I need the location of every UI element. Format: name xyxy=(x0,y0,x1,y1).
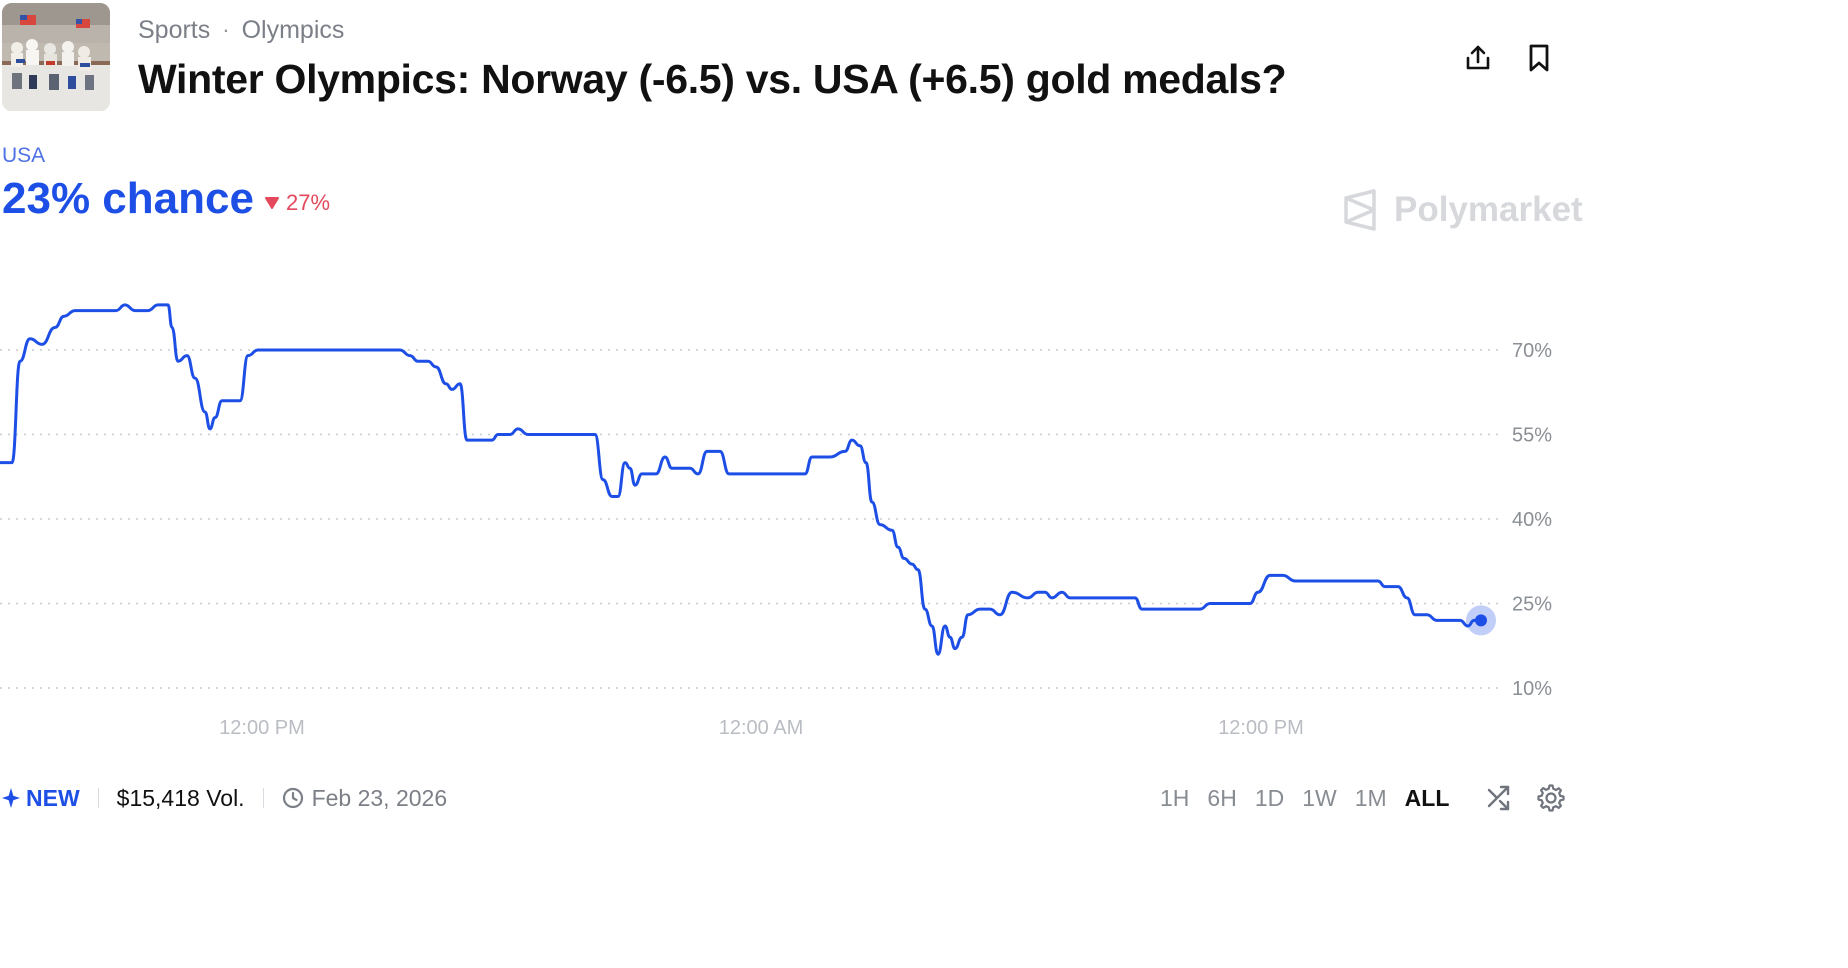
range-1d[interactable]: 1D xyxy=(1254,784,1285,811)
y-tick-label: 10% xyxy=(1512,678,1552,700)
shuffle-icon xyxy=(1487,785,1510,811)
breadcrumb-item-sports[interactable]: Sports xyxy=(138,15,211,44)
chance-value: 23% chance xyxy=(2,174,254,223)
range-1w[interactable]: 1W xyxy=(1302,784,1337,811)
end-date: Feb 23, 2026 xyxy=(282,784,448,812)
new-badge: NEW xyxy=(2,785,80,812)
down-triangle-icon xyxy=(265,197,279,209)
breadcrumb-item-olympics[interactable]: Olympics xyxy=(241,15,345,44)
olympic-hockey-celebration-photo xyxy=(2,3,110,111)
breadcrumb-separator: · xyxy=(222,17,230,42)
footer-divider xyxy=(97,788,99,808)
latest-point-marker xyxy=(1475,614,1487,627)
series-line xyxy=(0,303,1483,656)
chart-series xyxy=(0,303,1496,656)
bookmark-icon xyxy=(1529,44,1549,72)
new-label: NEW xyxy=(26,784,80,811)
y-tick-label: 25% xyxy=(1512,594,1552,616)
share-icon xyxy=(1466,45,1490,70)
y-tick-label: 55% xyxy=(1512,425,1552,447)
range-all[interactable]: ALL xyxy=(1404,784,1450,811)
footer-divider xyxy=(262,788,264,808)
brand-watermark: Polymarket xyxy=(1342,188,1583,232)
market-thumbnail xyxy=(2,3,110,111)
gear-icon xyxy=(1537,784,1565,812)
brand-name: Polymarket xyxy=(1394,190,1583,229)
chart-y-ticks: 70% 55% 40% 25% 10% xyxy=(1512,340,1552,700)
range-1m[interactable]: 1M xyxy=(1354,784,1387,811)
y-tick-label: 40% xyxy=(1512,509,1552,531)
price-chart[interactable]: 70% 55% 40% 25% 10% 12:00 PM 12:00 AM 12:00 PM xyxy=(0,250,1848,750)
chart-svg: 70% 55% 40% 25% 10% 12:00 PM 12:00 AM 12:00 PM xyxy=(0,303,1552,739)
x-tick-label: 12:00 PM xyxy=(1218,717,1304,739)
sparkle-icon xyxy=(2,788,20,808)
range-1h[interactable]: 1H xyxy=(1160,784,1190,811)
range-6h[interactable]: 6H xyxy=(1207,784,1237,811)
time-range-selector: 1H 6H 1D 1W 1M ALL xyxy=(1160,782,1449,814)
chart-x-ticks: 12:00 PM 12:00 AM 12:00 PM xyxy=(219,717,1304,739)
settings-button[interactable] xyxy=(1533,780,1569,816)
x-tick-label: 12:00 PM xyxy=(219,717,305,739)
market-footer: NEW $15,418 Vol. Feb 23, 2026 xyxy=(2,782,447,814)
change-value: 27% xyxy=(286,190,331,215)
bookmark-button[interactable] xyxy=(1521,38,1557,78)
volume-label: $15,418 Vol. xyxy=(116,784,245,811)
date-label: Feb 23, 2026 xyxy=(311,784,448,811)
breadcrumb: Sports · Olympics xyxy=(138,14,344,46)
clock-icon xyxy=(282,787,303,809)
outcome-label: USA xyxy=(2,144,46,167)
x-tick-label: 12:00 AM xyxy=(719,717,804,739)
shuffle-button[interactable] xyxy=(1482,780,1518,816)
y-tick-label: 70% xyxy=(1512,340,1552,362)
polymarket-logo-icon xyxy=(1344,189,1376,231)
page-title: Winter Olympics: Norway (-6.5) vs. USA (… xyxy=(138,56,1287,102)
change-badge: 27% xyxy=(264,190,330,216)
share-button[interactable] xyxy=(1460,38,1496,78)
